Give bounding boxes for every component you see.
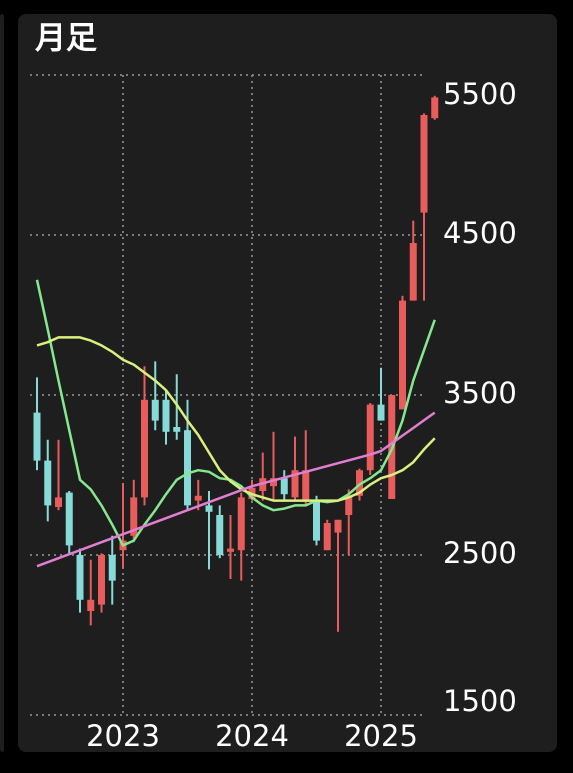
candle-body bbox=[377, 404, 385, 421]
candle-body bbox=[44, 460, 52, 506]
candle-body bbox=[65, 492, 73, 546]
candle-body bbox=[399, 300, 406, 410]
candle-body bbox=[173, 427, 181, 432]
candle-body bbox=[237, 497, 245, 551]
candle-body bbox=[205, 505, 213, 512]
y-tick-label: 5500 bbox=[443, 77, 517, 111]
candle-body bbox=[194, 495, 202, 501]
moving-average-line bbox=[35, 279, 436, 547]
candle-body bbox=[345, 495, 353, 515]
x-tick-label: 2025 bbox=[344, 719, 418, 753]
candle-body bbox=[302, 470, 310, 501]
x-tick-label: 2024 bbox=[215, 719, 289, 753]
y-tick-label: 1500 bbox=[443, 684, 517, 718]
candle-body bbox=[366, 404, 374, 471]
candle-body bbox=[227, 548, 234, 552]
candle-body bbox=[409, 243, 417, 301]
y-tick-label: 4500 bbox=[443, 216, 517, 250]
candle-body bbox=[108, 555, 116, 581]
candle-body bbox=[216, 515, 224, 555]
candle-body bbox=[130, 497, 138, 536]
candle-body bbox=[431, 97, 439, 119]
plot-area bbox=[33, 95, 439, 632]
y-tick-label: 2500 bbox=[443, 536, 517, 570]
moving-average-line bbox=[36, 336, 436, 502]
candle-body bbox=[323, 523, 331, 551]
candle-body bbox=[87, 599, 95, 611]
x-tick-label: 2023 bbox=[86, 719, 160, 753]
candle-body bbox=[33, 412, 41, 461]
candle-body bbox=[270, 478, 277, 487]
candle-body bbox=[55, 497, 62, 507]
candle-body bbox=[76, 555, 84, 600]
moving-average-line bbox=[36, 411, 436, 568]
candle-body bbox=[162, 399, 170, 432]
candle-body bbox=[141, 399, 148, 498]
candle-body bbox=[291, 470, 299, 498]
candle-body bbox=[356, 470, 363, 496]
chart-title: 月足 bbox=[35, 21, 97, 57]
candle-body bbox=[280, 478, 288, 495]
candle-body bbox=[313, 500, 320, 541]
candle-body bbox=[420, 115, 428, 213]
candle-body bbox=[184, 430, 191, 506]
candle-body bbox=[98, 555, 105, 605]
side-panel bbox=[0, 14, 4, 752]
y-tick-label: 3500 bbox=[443, 376, 517, 410]
candle-body bbox=[151, 399, 159, 421]
labels: 1500 2500 3500 4500 5500 2023 2024 2025 bbox=[86, 77, 517, 753]
candle-body bbox=[334, 519, 342, 533]
